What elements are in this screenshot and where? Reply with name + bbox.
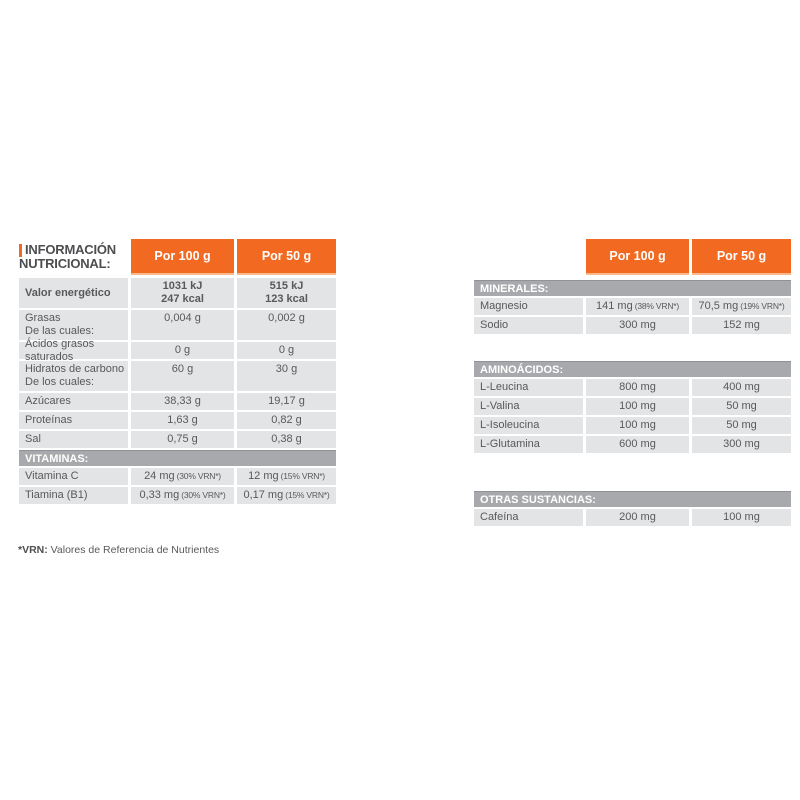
section-bar-otras-sustancias: OTRAS SUSTANCIAS: — [474, 491, 791, 507]
table-row-magnesio: Magnesio 141 mg (38% VRN*) 70,5 mg (19% VR… — [474, 298, 791, 315]
row-label: Vitamina C — [19, 468, 128, 485]
table-row-l-valina: L-Valina 100 mg 50 mg — [474, 398, 791, 415]
right-table-empty-cell — [474, 239, 583, 275]
row-value-100g: 100 mg — [586, 417, 689, 434]
row-label: L-Isoleucina — [474, 417, 583, 434]
table-row-l-leucina: L-Leucina 800 mg 400 mg — [474, 379, 791, 396]
row-value-100g: 1,63 g — [131, 412, 234, 429]
row-value-100g: 141 mg (38% VRN*) — [586, 298, 689, 315]
row-label: L-Glutamina — [474, 436, 583, 453]
row-value-100g: 0,004 g — [131, 310, 234, 340]
row-label: L-Valina — [474, 398, 583, 415]
row-value-100g: 300 mg — [586, 317, 689, 334]
table-row-acidos-grasos: Ácidos grasos saturados 0 g 0 g — [19, 338, 336, 363]
table-row-sal: Sal 0,75 g 0,38 g — [19, 431, 336, 448]
title-line1: INFORMACIÓN — [25, 242, 116, 257]
row-value-50g: 0 g — [237, 342, 336, 359]
table-row-valor-energetico: Valor energético 1031 kJ 247 kcal 515 kJ… — [19, 278, 336, 308]
row-value-100g: 100 mg — [586, 398, 689, 415]
row-value-50g: 50 mg — [692, 398, 791, 415]
vrn-footnote-abbr: *VRN: — [18, 544, 48, 556]
section-otras-sustancias: OTRAS SUSTANCIAS: Cafeína 200 mg 100 mg — [474, 491, 791, 526]
table-row-proteinas: Proteínas 1,63 g 0,82 g — [19, 412, 336, 429]
row-value-100g: 800 mg — [586, 379, 689, 396]
row-value-50g: 0,17 mg (15% VRN*) — [237, 487, 336, 504]
section-bar-vitaminas: VITAMINAS: — [19, 450, 336, 466]
row-value-100g: 0,75 g — [131, 431, 234, 448]
row-value-50g: 400 mg — [692, 379, 791, 396]
section-aminoacidos: AMINOÁCIDOS: L-Leucina 800 mg 400 mg L-V… — [474, 361, 791, 453]
col-header-per-50g: Por 50 g — [692, 239, 791, 275]
row-label: Sodio — [474, 317, 583, 334]
left-table-title-cell: INFORMACIÓN NUTRICIONAL: — [19, 239, 128, 275]
section-bar-minerales: MINERALES: — [474, 280, 791, 296]
row-label: Hidratos de carbono De los cuales: — [19, 361, 128, 391]
row-value-100g: 200 mg — [586, 509, 689, 526]
col-header-per-100g: Por 100 g — [131, 239, 234, 275]
table-row-grasas: Grasas De las cuales: 0,004 g 0,002 g — [19, 310, 336, 340]
col-header-per-50g: Por 50 g — [237, 239, 336, 275]
table-row-l-glutamina: L-Glutamina 600 mg 300 mg — [474, 436, 791, 453]
supplement-facts-table: Por 100 g Por 50 g MINERALES: Magnesio 1… — [474, 239, 791, 528]
row-value-100g: 60 g — [131, 361, 234, 391]
row-value-50g: 0,82 g — [237, 412, 336, 429]
table-row-tiamina: Tiamina (B1) 0,33 mg (30% VRN*) 0,17 mg (1… — [19, 487, 336, 504]
row-value-50g: 0,002 g — [237, 310, 336, 340]
row-value-50g: 100 mg — [692, 509, 791, 526]
row-label: Proteínas — [19, 412, 128, 429]
row-value-100g: 1031 kJ 247 kcal — [131, 278, 234, 308]
row-label: L-Leucina — [474, 379, 583, 396]
col-header-per-100g: Por 100 g — [586, 239, 689, 275]
right-table-header-row: Por 100 g Por 50 g — [474, 239, 791, 275]
orange-accent-bar-icon — [19, 243, 22, 257]
row-label: Azúcares — [19, 393, 128, 410]
row-value-100g: 38,33 g — [131, 393, 234, 410]
row-value-100g: 600 mg — [586, 436, 689, 453]
row-label: Sal — [19, 431, 128, 448]
row-value-50g: 70,5 mg (19% VRN*) — [692, 298, 791, 315]
table-row-azucares: Azúcares 38,33 g 19,17 g — [19, 393, 336, 410]
row-value-100g: 0,33 mg (30% VRN*) — [131, 487, 234, 504]
table-row-l-isoleucina: L-Isoleucina 100 mg 50 mg — [474, 417, 791, 434]
row-label: Magnesio — [474, 298, 583, 315]
row-value-100g: 24 mg (30% VRN*) — [131, 468, 234, 485]
row-value-50g: 19,17 g — [237, 393, 336, 410]
row-value-50g: 50 mg — [692, 417, 791, 434]
table-row-vitamina-c: Vitamina C 24 mg (30% VRN*) 12 mg (15% VRN… — [19, 468, 336, 485]
row-label: Cafeína — [474, 509, 583, 526]
title-line2: NUTRICIONAL: — [19, 256, 111, 271]
table-row-cafeina: Cafeína 200 mg 100 mg — [474, 509, 791, 526]
vrn-footnote-text: Valores de Referencia de Nutrientes — [47, 544, 220, 556]
row-label: Grasas De las cuales: — [19, 310, 128, 340]
row-value-100g: 0 g — [131, 342, 234, 359]
page-title: INFORMACIÓN NUTRICIONAL: — [19, 243, 116, 271]
row-value-50g: 300 mg — [692, 436, 791, 453]
section-minerales: MINERALES: Magnesio 141 mg (38% VRN*) 70,… — [474, 280, 791, 334]
row-label: Ácidos grasos saturados — [19, 338, 128, 363]
row-value-50g: 30 g — [237, 361, 336, 391]
row-value-50g: 152 mg — [692, 317, 791, 334]
row-label: Tiamina (B1) — [19, 487, 128, 504]
vrn-footnote: *VRN: Valores de Referencia de Nutriente… — [18, 544, 219, 556]
table-row-hidratos: Hidratos de carbono De los cuales: 60 g … — [19, 361, 336, 391]
left-table-header-row: INFORMACIÓN NUTRICIONAL: Por 100 g Por 5… — [19, 239, 336, 275]
row-value-50g: 515 kJ 123 kcal — [237, 278, 336, 308]
table-row-sodio: Sodio 300 mg 152 mg — [474, 317, 791, 334]
row-value-50g: 12 mg (15% VRN*) — [237, 468, 336, 485]
row-label: Valor energético — [19, 278, 128, 308]
row-value-50g: 0,38 g — [237, 431, 336, 448]
section-bar-aminoacidos: AMINOÁCIDOS: — [474, 361, 791, 377]
nutrition-facts-table: INFORMACIÓN NUTRICIONAL: Por 100 g Por 5… — [19, 239, 336, 506]
